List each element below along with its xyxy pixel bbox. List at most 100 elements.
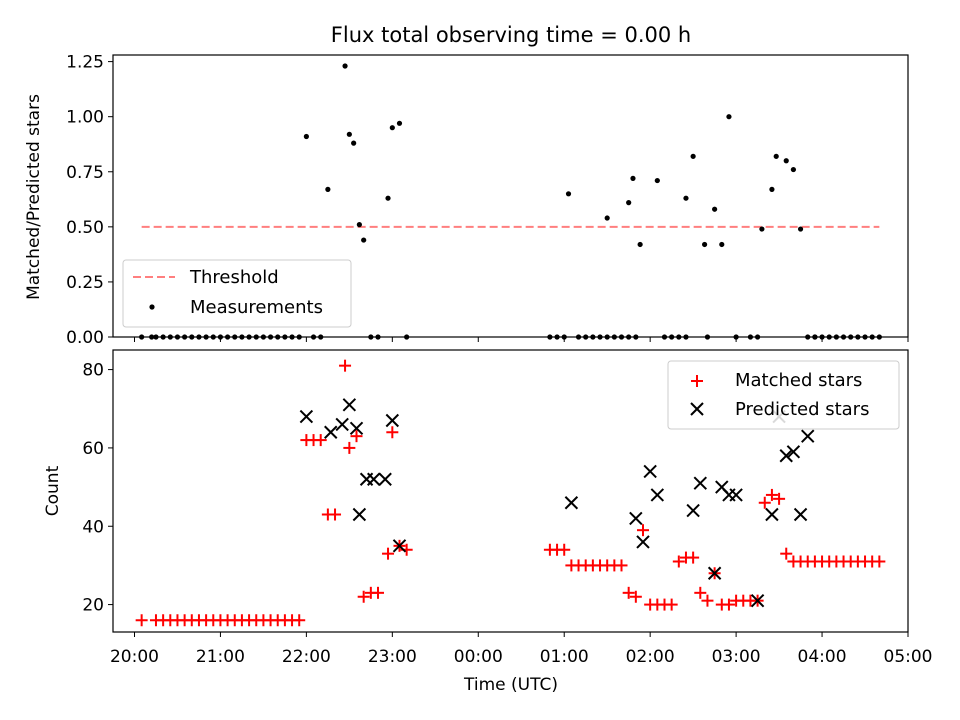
measurement-point <box>389 125 395 131</box>
ratio-axes-frame <box>112 54 909 338</box>
matched-star-point <box>615 559 628 572</box>
matched-star-point <box>329 508 342 521</box>
predicted-star-point <box>385 413 400 428</box>
measurement-point <box>385 195 391 201</box>
count-y-tick-label: 80 <box>82 361 104 381</box>
measurement-point <box>356 222 362 228</box>
time-x-tick-label: 21:00 <box>196 647 245 667</box>
legend-threshold-label: Threshold <box>189 267 279 288</box>
matched-star-point <box>665 598 678 611</box>
predicted-star-point <box>793 507 808 522</box>
time-x-tick-label: 05:00 <box>884 647 933 667</box>
measurement-point <box>690 153 696 159</box>
matched-star-point <box>758 496 771 509</box>
measurement-point <box>769 186 775 192</box>
time-x-tick-label: 04:00 <box>798 647 847 667</box>
time-x-ticks: 20:00 21:00 22:00 23:00 00:00 01:00 02:00 03:00… <box>110 632 933 667</box>
measurement-point <box>342 63 348 69</box>
measurement-point <box>630 175 636 181</box>
predicted-star-point <box>378 472 392 486</box>
predicted-star-point <box>693 476 708 490</box>
matched-star-point <box>372 586 384 599</box>
ratio-legend: Threshold Measurements <box>122 259 352 328</box>
matched-star-point <box>382 547 395 560</box>
matched-star-point <box>773 492 786 505</box>
count-y-tick-label: 20 <box>82 596 104 616</box>
matched-star-point <box>357 590 370 603</box>
chart-title: Flux total observing time = 0.00 h <box>331 23 691 47</box>
measurement-point <box>783 158 789 164</box>
ratio-legend-box <box>122 259 352 328</box>
time-x-tick-label: 20:00 <box>110 647 159 667</box>
legend-matched-label: Matched stars <box>735 370 862 391</box>
predicted-star-point <box>686 503 700 518</box>
matched-stars-points <box>135 359 886 627</box>
matched-star-point <box>293 614 306 627</box>
matched-star-point <box>339 359 352 372</box>
legend-measurements-label: Measurements <box>190 297 323 318</box>
count-y-tick-label: 40 <box>82 517 104 537</box>
predicted-star-point <box>352 507 367 522</box>
predicted-star-point <box>636 535 650 549</box>
measurement-point <box>701 241 708 248</box>
predicted-star-point <box>750 593 765 608</box>
count-axes-frame <box>112 349 909 633</box>
matched-star-point <box>314 434 327 447</box>
predicted-stars-points <box>299 398 815 608</box>
ratio-panel: 0.00 0.25 0.50 0.75 1.00 1.25 Matched/Predict… <box>24 53 909 348</box>
measurement-point <box>303 133 309 140</box>
matched-star-point <box>350 430 363 443</box>
ratio-y-tick-label: 1.00 <box>66 108 104 128</box>
predicted-star-point <box>779 449 793 463</box>
matched-star-point <box>672 555 685 568</box>
predicted-star-point <box>392 539 407 553</box>
ratio-y-label: Matched/Predicted stars <box>24 94 44 300</box>
predicted-star-point <box>335 417 349 432</box>
time-x-label: Time (UTC) <box>463 675 558 695</box>
matched-star-point <box>687 551 700 564</box>
matched-star-point <box>765 488 778 501</box>
measurement-point <box>683 195 689 201</box>
legend-predicted-swatch <box>690 402 704 416</box>
predicted-star-point <box>324 425 338 439</box>
matched-star-point <box>622 586 635 599</box>
ratio-y-ticks: 0.00 0.25 0.50 0.75 1.00 1.25 <box>66 53 909 348</box>
matched-star-point <box>386 426 399 439</box>
measurement-point <box>396 120 403 126</box>
predicted-star-point <box>707 566 722 580</box>
ratio-y-tick-label: 0.75 <box>66 163 104 183</box>
measurement-point <box>790 166 797 173</box>
measurement-point <box>361 237 367 243</box>
count-y-ticks: 20 40 60 80 <box>82 361 113 616</box>
predicted-star-point <box>629 511 643 526</box>
predicted-star-point <box>564 496 579 510</box>
matched-star-point <box>637 524 649 537</box>
time-x-tick-label: 22:00 <box>282 647 331 667</box>
predicted-star-point <box>801 429 815 443</box>
measurement-point <box>759 226 765 232</box>
predicted-star-point <box>643 464 657 479</box>
time-x-tick-label: 23:00 <box>368 647 417 667</box>
time-x-tick-label: 00:00 <box>454 647 503 667</box>
legend-matched-swatch <box>691 375 703 387</box>
count-legend: Matched stars Predicted stars <box>667 360 900 430</box>
count-legend-box <box>667 360 900 430</box>
time-x-tick-label: 01:00 <box>540 647 589 667</box>
count-panel: 20 40 60 80 20:00 21:00 22:00 23:00 00:00 01:00 0… <box>43 349 933 695</box>
matched-star-point <box>558 543 571 556</box>
measurement-point <box>726 114 732 120</box>
ratio-y-tick-label: 0.25 <box>66 273 104 293</box>
ratio-y-tick-label: 0.50 <box>66 218 104 238</box>
predicted-star-point <box>729 488 743 502</box>
measurement-point <box>626 200 632 206</box>
matched-star-point <box>722 598 735 611</box>
measurement-point <box>637 241 643 248</box>
predicted-star-point <box>342 398 357 412</box>
measurement-point <box>654 177 660 184</box>
measurement-point <box>604 215 610 221</box>
measurement-point <box>773 153 779 159</box>
matched-star-point <box>873 555 886 568</box>
matched-star-point <box>694 586 707 599</box>
time-x-tick-label: 03:00 <box>712 647 761 667</box>
matched-star-point <box>701 594 714 607</box>
